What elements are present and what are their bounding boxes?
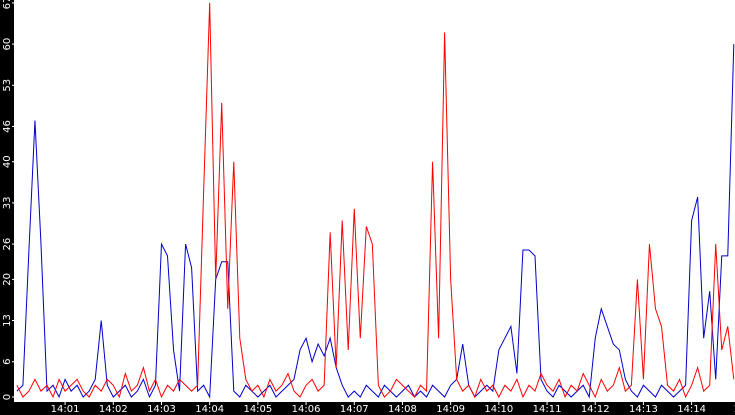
x-tick-label: 14:06 <box>292 404 321 415</box>
x-tick-label: 14:12 <box>581 404 610 415</box>
x-tick-label: 14:07 <box>340 404 369 415</box>
x-tick-label: 14:14 <box>677 404 706 415</box>
y-tick-label: 20 <box>2 273 13 286</box>
x-tick-label: 14:11 <box>533 404 562 415</box>
y-tick-label: 6 <box>2 359 13 365</box>
y-axis-bar <box>0 0 14 415</box>
y-tick-label: 67 <box>2 0 13 9</box>
x-tick-label: 14:01 <box>51 404 80 415</box>
y-tick-label: 26 <box>2 238 13 251</box>
series-line <box>16 44 735 399</box>
series-line <box>16 2 735 399</box>
x-tick-label: 14:08 <box>388 404 417 415</box>
x-tick-label: 14:03 <box>147 404 176 415</box>
x-axis-bar <box>0 402 735 415</box>
y-tick-label: 60 <box>2 38 13 51</box>
y-tick-label: 13 <box>2 314 13 327</box>
x-tick-label: 14:10 <box>484 404 513 415</box>
y-tick-label: 0 <box>2 394 13 400</box>
y-tick-label: 40 <box>2 155 13 168</box>
x-tick-label: 14 <box>733 404 735 415</box>
x-tick-label: 14:05 <box>243 404 272 415</box>
x-tick-label: 14:13 <box>629 404 658 415</box>
x-tick-label: 14:02 <box>99 404 128 415</box>
y-tick-label: 46 <box>2 120 13 133</box>
y-tick-label: 33 <box>2 197 13 210</box>
x-tick-label: 14:09 <box>436 404 465 415</box>
y-tick-label: 53 <box>2 79 13 92</box>
x-tick-label: 14:04 <box>195 404 224 415</box>
